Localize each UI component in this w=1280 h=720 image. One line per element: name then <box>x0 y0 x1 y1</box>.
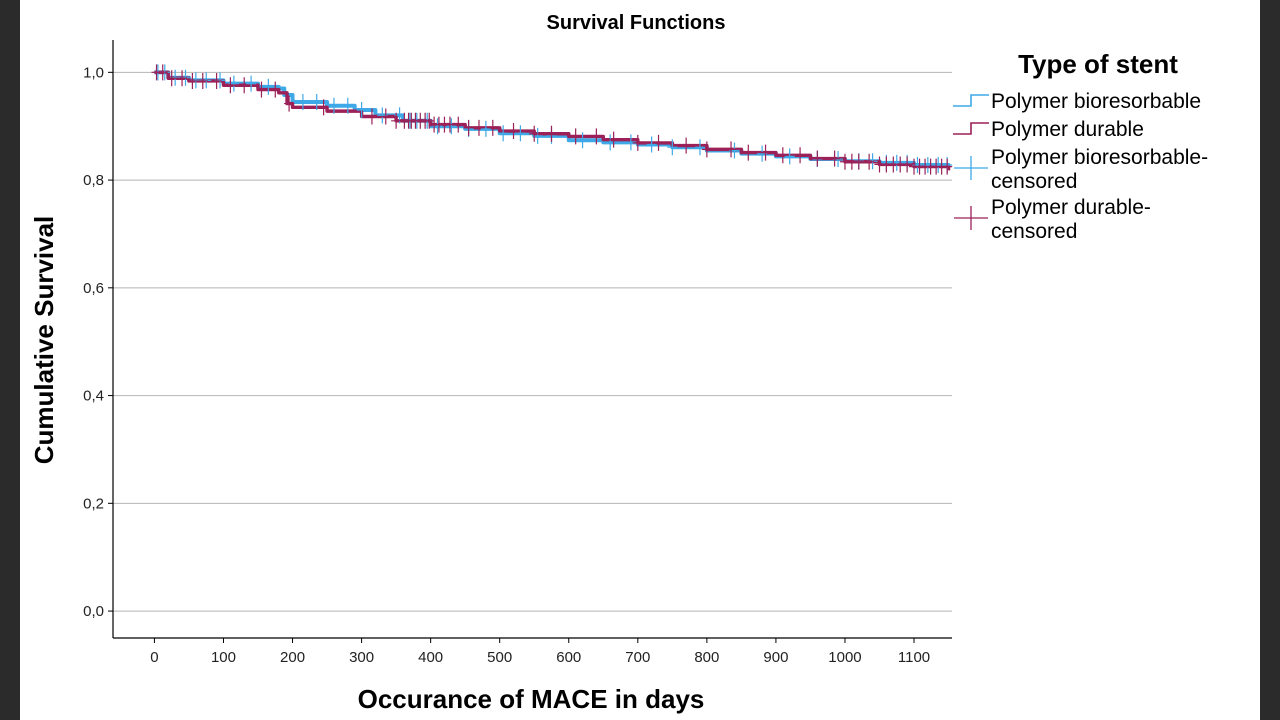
censor-mark-durable <box>239 77 250 94</box>
legend-censor-bioresorbable <box>954 156 988 180</box>
y-tick-label: 0,2 <box>83 495 104 512</box>
y-axis-title: Cumulative Survival <box>29 216 59 465</box>
censor-mark-durable <box>177 70 188 87</box>
legend-label: Polymer bioresorbable <box>991 90 1201 113</box>
censor-mark-durable <box>225 77 236 94</box>
censor-mark-durable <box>864 153 875 170</box>
legend-label: censored <box>991 220 1077 243</box>
censor-mark-bioresorbable <box>263 78 274 95</box>
censor-mark-bioresorbable <box>246 75 257 92</box>
censor-mark-durable <box>570 128 581 145</box>
x-tick-label: 600 <box>556 649 581 666</box>
censor-mark-bioresorbable <box>922 156 933 173</box>
censor-mark-bioresorbable <box>446 118 457 135</box>
censor-mark-durable <box>942 158 953 175</box>
censor-mark-durable <box>591 128 602 145</box>
legend-censor-durable <box>954 206 988 230</box>
censor-mark-bioresorbable <box>515 125 526 142</box>
chart-panel: Survival Functions 0,0 0,2 0,4 0,6 0,8 1,0 0 1… <box>20 0 1260 720</box>
x-tick-label: 1100 <box>898 649 930 666</box>
x-tick-label: 800 <box>694 649 719 666</box>
x-tick-label: 0 <box>150 649 158 666</box>
x-tick-label: 300 <box>349 649 374 666</box>
censor-mark-bioresorbable <box>694 139 705 156</box>
x-tick-label: 700 <box>625 649 650 666</box>
censor-mark-bioresorbable <box>667 139 678 156</box>
censor-mark-durable <box>211 72 222 89</box>
legend-label: Polymer bioresorbable- <box>991 146 1208 169</box>
censor-mark-durable <box>284 95 295 112</box>
censor-mark-bioresorbable <box>480 120 491 137</box>
censor-mark-durable <box>546 125 557 142</box>
x-tick-label: 200 <box>280 649 305 666</box>
survival-chart: Survival Functions 0,0 0,2 0,4 0,6 0,8 1,0 0 1… <box>29 12 1208 714</box>
y-tick-label: 0,4 <box>83 388 104 405</box>
censor-mark-bioresorbable <box>356 102 367 119</box>
gridlines <box>108 71 952 612</box>
x-axis-title: Occurance of MACE in days <box>358 684 705 714</box>
censor-mark-durable <box>681 137 692 154</box>
legend-swatch-durable <box>953 122 989 135</box>
x-tick-label: 400 <box>418 649 443 666</box>
censor-mark-durable <box>812 150 823 167</box>
censor-mark-durable <box>318 99 329 116</box>
censor-mark-durable <box>608 131 619 148</box>
x-tick-labels: 0 100 200 300 400 500 600 700 800 900 1000 1100 <box>150 638 930 666</box>
series-lines <box>154 70 951 171</box>
censor-mark-durable <box>270 81 281 98</box>
censor-mark-durable <box>902 156 913 173</box>
censor-mark-durable <box>508 123 519 140</box>
y-tick-label: 1,0 <box>83 64 104 81</box>
x-tick-label: 900 <box>763 649 788 666</box>
censor-mark-durable <box>473 119 484 136</box>
censor-mark-bioresorbable <box>646 136 657 153</box>
censor-mark-durable <box>777 147 788 164</box>
censor-mark-bioresorbable <box>342 97 353 114</box>
censor-mark-durable <box>366 108 377 125</box>
censor-mark-durable <box>463 119 474 136</box>
censor-mark-durable <box>653 134 664 151</box>
x-tick-label: 500 <box>487 649 512 666</box>
censor-mark-durable <box>760 144 771 161</box>
censor-mark-durable <box>424 112 435 129</box>
censor-mark-bioresorbable <box>498 125 509 142</box>
censor-mark-bioresorbable <box>297 93 308 110</box>
axes <box>112 40 952 639</box>
chart-title: Survival Functions <box>547 12 726 34</box>
legend-label: Polymer durable <box>991 118 1144 141</box>
censor-mark-durable <box>157 64 168 81</box>
censor-mark-bioresorbable <box>577 132 588 149</box>
censor-mark-durable <box>197 72 208 89</box>
series-line-bioresorbable <box>154 70 951 168</box>
censor-mark-bioresorbable <box>328 97 339 114</box>
censor-mark-durable <box>853 153 864 170</box>
legend-label: censored <box>991 170 1077 193</box>
censor-mark-durable <box>380 108 391 125</box>
censor-mark-durable <box>795 147 806 164</box>
legend: Type of stent Polymer bioresorbable Polym… <box>953 49 1208 243</box>
legend-swatch-bioresorbable <box>953 94 989 107</box>
censor-mark-durable <box>256 81 267 98</box>
y-tick-label: 0,6 <box>83 280 104 297</box>
censor-mark-durable <box>166 70 177 87</box>
censor-mark-durable <box>187 72 198 89</box>
censor-mark-durable <box>701 141 712 158</box>
censor-mark-durable <box>829 150 840 167</box>
censor-marks <box>151 64 953 175</box>
y-tick-label: 0,0 <box>83 603 104 620</box>
censor-mark-durable <box>453 116 464 133</box>
legend-label: Polymer durable- <box>991 196 1151 219</box>
censor-mark-durable <box>743 144 754 161</box>
x-tick-label: 100 <box>211 649 236 666</box>
censor-mark-durable <box>529 125 540 142</box>
y-tick-label: 0,8 <box>83 172 104 189</box>
legend-title: Type of stent <box>1018 49 1178 79</box>
censor-mark-durable <box>726 141 737 158</box>
y-tick-labels: 0,0 0,2 0,4 0,6 0,8 1,0 <box>83 64 104 620</box>
censor-mark-durable <box>487 119 498 136</box>
censor-mark-bioresorbable <box>784 148 795 165</box>
censor-mark-durable <box>632 134 643 151</box>
censor-mark-bioresorbable <box>311 93 322 110</box>
x-tick-label: 1000 <box>828 649 861 666</box>
